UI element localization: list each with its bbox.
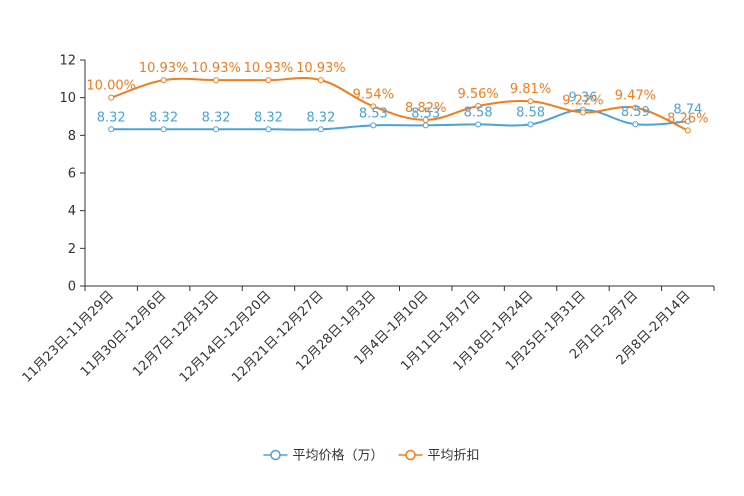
legend-marker [405,449,416,461]
data-point[interactable] [160,77,167,84]
data-point[interactable] [527,121,534,128]
data-label: 8.32 [306,110,335,125]
data-point[interactable] [370,122,377,129]
y-tick-label: 8 [68,129,76,144]
data-point[interactable] [317,126,324,133]
y-tick-label: 10 [59,91,76,106]
legend-marker [270,449,281,461]
data-point[interactable] [579,109,586,116]
data-point[interactable] [632,104,639,111]
x-tick-label: 12月14日-12月20日 [177,288,274,385]
legend[interactable]: 平均价格（万） 平均折扣 [263,448,480,464]
x-axis: 11月23日-11月29日11月30日-12月6日12月7日-12月13日12月… [20,285,715,386]
series-layer [108,77,691,134]
data-label: 10.93% [139,61,189,76]
legend-label: 平均折扣 [428,449,480,464]
data-label: 8.32 [97,110,126,125]
y-tick-label: 4 [68,204,76,219]
data-point[interactable] [684,127,691,134]
data-label: 8.26% [667,111,708,126]
data-label: 9.54% [353,87,394,102]
data-point[interactable] [160,126,167,133]
data-label: 8.58 [516,105,545,120]
data-label: 8.53 [411,106,440,121]
data-point[interactable] [265,77,272,84]
data-label: 9.36 [568,91,597,106]
data-label: 9.22% [562,93,603,108]
data-label: 9.47% [615,89,656,104]
data-point[interactable] [527,98,534,105]
data-label: 8.32 [202,110,231,125]
data-label: 10.00% [86,79,136,94]
data-label: 10.93% [244,61,294,76]
data-label: 10.93% [191,61,241,76]
legend-item[interactable]: 平均价格（万） [263,448,384,464]
data-label: 8.82% [405,101,446,116]
data-point[interactable] [422,116,429,123]
y-axis: 0 2 4 6 8 10 12 [59,54,86,295]
data-point[interactable] [422,122,429,129]
y-tick-label: 12 [59,54,76,69]
data-point[interactable] [370,103,377,110]
series-line [110,77,689,132]
data-point[interactable] [317,77,324,84]
data-point[interactable] [213,77,220,84]
data-point[interactable] [475,121,482,128]
data-point[interactable] [684,118,691,125]
y-tick-label: 0 [68,280,76,295]
data-point[interactable] [265,126,272,133]
data-label: 8.32 [254,110,283,125]
data-point[interactable] [632,121,639,128]
data-label: 8.32 [149,110,178,125]
data-point[interactable] [108,126,115,133]
x-tick-label: 11月23日-11月29日 [20,288,117,385]
legend-label: 平均价格（万） [293,448,384,464]
series-line [111,108,688,131]
data-point[interactable] [213,126,220,133]
legend-item[interactable]: 平均折扣 [398,449,480,464]
data-label: 8.58 [464,105,493,120]
data-point[interactable] [108,94,115,101]
data-label: 9.56% [457,87,498,102]
data-label: 9.81% [510,82,551,97]
data-label: 8.59 [621,105,650,120]
data-point[interactable] [475,102,482,109]
data-label: 8.74 [673,102,702,117]
y-tick-label: 6 [68,167,76,182]
data-labels-layer: 8.32 8.32 8.32 8.32 8.32 8.53 8.53 8.58 8.58 9.36… [86,61,708,126]
data-label: 10.93% [296,61,346,76]
y-tick-label: 2 [68,242,76,257]
x-tick-label: 12月21日-12月27日 [229,288,326,385]
data-label: 8.53 [359,106,388,121]
